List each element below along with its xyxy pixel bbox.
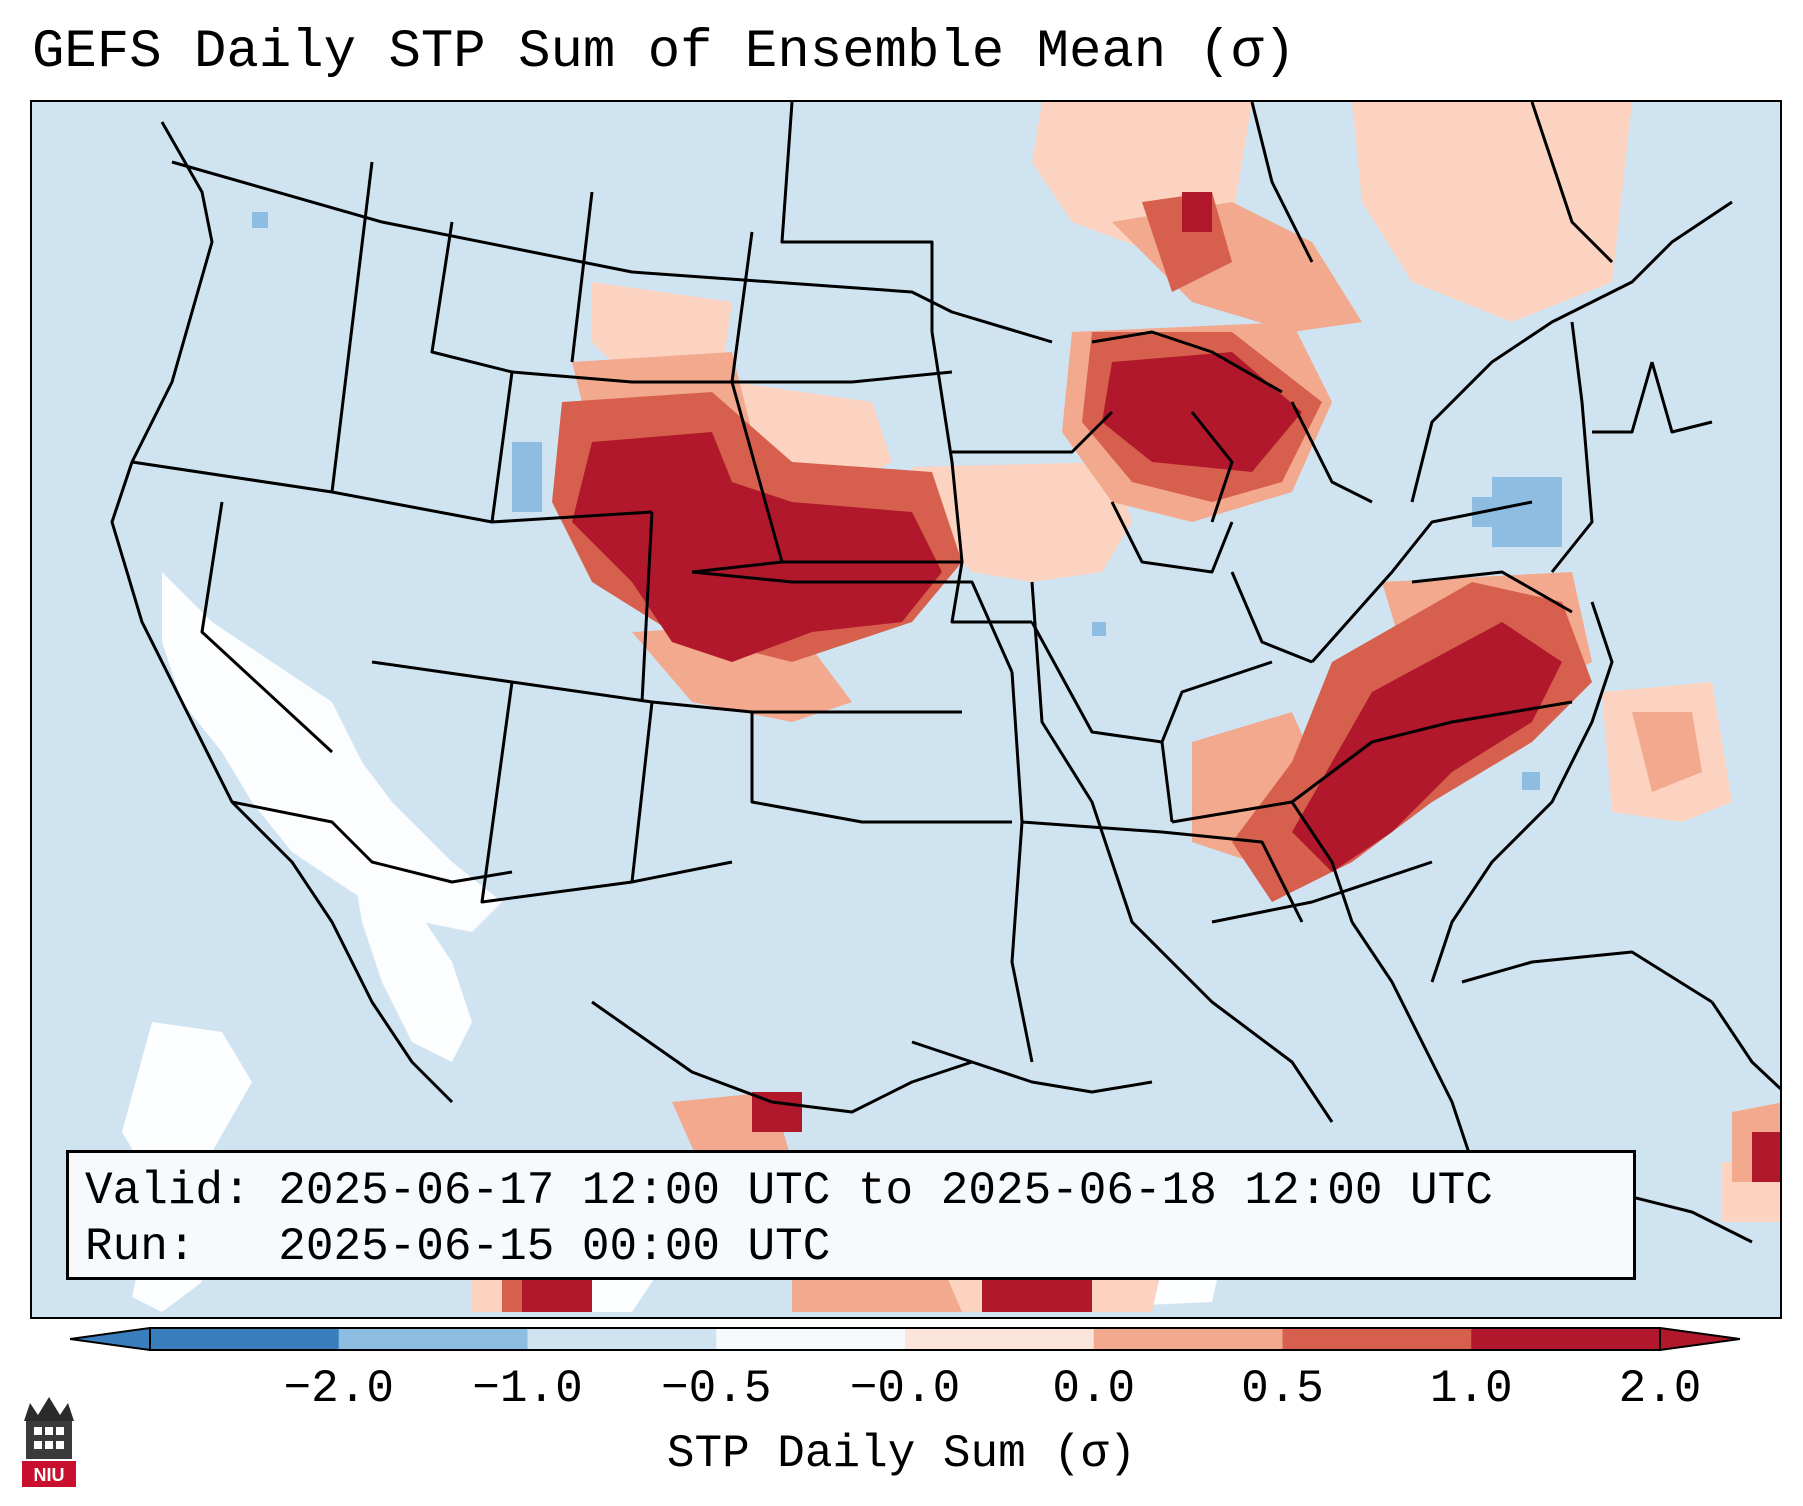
colorbar-tick-label: 0.5: [1241, 1363, 1324, 1415]
chart-title: GEFS Daily STP Sum of Ensemble Mean (σ): [32, 22, 1296, 83]
colorbar-min-extension: [70, 1326, 151, 1352]
colorbar-segment: [338, 1328, 528, 1350]
light-positive-regions: [472, 102, 1780, 1312]
max-positive-regions: [522, 192, 1780, 1312]
colorbar-segment: [1282, 1328, 1472, 1350]
colorbar-segment: [150, 1328, 340, 1350]
colorbar-segment: [1471, 1328, 1661, 1350]
map-svg: [110, 102, 1780, 1312]
colorbar-tick-label: 2.0: [1618, 1363, 1702, 1415]
niu-logo: NIU: [22, 1397, 76, 1487]
colorbar-tick-label: −0.5: [661, 1363, 772, 1415]
colorbar-segment: [716, 1328, 906, 1350]
colorbar: [70, 1326, 1740, 1352]
colorbar-label: STP Daily Sum (σ): [666, 1428, 1137, 1480]
run-time-row: Run: 2025-06-15 00:00 UTC: [85, 1219, 1633, 1275]
colorbar-segment: [1093, 1328, 1283, 1350]
colorbar-tick-label: −0.0: [849, 1363, 961, 1415]
valid-time-row: Valid: 2025-06-17 12:00 UTC to 2025-06-1…: [85, 1163, 1633, 1219]
validity-info-box: Valid: 2025-06-17 12:00 UTC to 2025-06-1…: [66, 1150, 1636, 1280]
run-time-value: 2025-06-15 00:00 UTC: [278, 1221, 831, 1273]
negative-regions: [252, 212, 1562, 790]
colorbar-outline: [149, 1327, 1661, 1351]
colorbar-segment: [527, 1328, 717, 1350]
colorbar-tick-label: 0.0: [1052, 1363, 1136, 1415]
colorbar-tick-label: 1.0: [1429, 1363, 1513, 1415]
logo-text: NIU: [34, 1465, 65, 1485]
colorbar-max-extension: [1659, 1326, 1740, 1352]
logo-crown-icon: [24, 1397, 74, 1421]
logo-banner: [22, 1461, 76, 1487]
logo-tower-icon: [26, 1421, 72, 1459]
logo-windows-icon: [34, 1427, 64, 1449]
colorbar-tick-label: −1.0: [472, 1363, 583, 1415]
colorbar-segments: [70, 1326, 1740, 1352]
colorbar-tick-label: −2.0: [283, 1363, 394, 1415]
valid-label: Valid:: [85, 1165, 251, 1217]
map-panel: [30, 100, 1782, 1319]
state-boundaries: [110, 102, 1780, 1244]
valid-time-value: 2025-06-17 12:00 UTC to 2025-06-18 12:00…: [278, 1165, 1493, 1217]
run-label: Run:: [85, 1221, 196, 1273]
colorbar-segment: [905, 1328, 1095, 1350]
